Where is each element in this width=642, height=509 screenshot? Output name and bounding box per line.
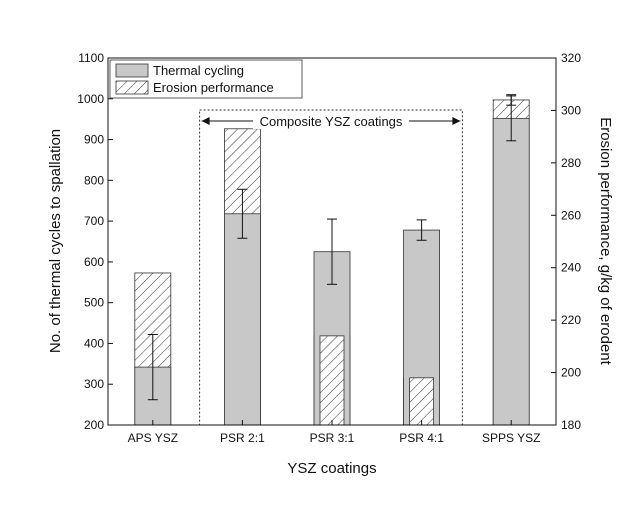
y-left-tick-label-0: 200: [84, 418, 104, 432]
y-left-tick-label-4: 600: [84, 255, 104, 269]
legend-label-thermal: Thermal cycling: [153, 63, 244, 78]
legend-label-erosion: Erosion performance: [153, 80, 274, 95]
composite-arrow-left-head: [201, 117, 210, 125]
y-left-tick-label-5: 700: [84, 214, 104, 228]
y-right-tick-label-4: 260: [561, 208, 581, 222]
y-left-tick-label-2: 400: [84, 336, 104, 350]
error-bars-layer: [147, 94, 517, 401]
y-left-tick-label-3: 500: [84, 296, 104, 310]
y-left-tick-label-6: 800: [84, 173, 104, 187]
composite-arrow-right-head: [452, 117, 461, 125]
y-right-tick-label-0: 180: [561, 418, 581, 432]
axes-layer: 200 300 400 500 600 700 800 900 1000 1100 180 200 22…: [77, 51, 581, 445]
legend: Thermal cycling Erosion performance: [109, 59, 303, 99]
x-tick-label-1: PSR 2:1: [220, 431, 265, 445]
legend-swatch-thermal: [115, 63, 149, 78]
composite-label: Composite YSZ coatings: [260, 114, 403, 129]
bars-layer: [134, 99, 530, 426]
y-right-tick-label-7: 320: [561, 51, 581, 65]
y-right-tick-label-5: 280: [561, 156, 581, 170]
x-tick-label-3: PSR 4:1: [399, 431, 444, 445]
y-right-tick-label-6: 300: [561, 103, 581, 117]
y-left-tick-label-7: 900: [84, 133, 104, 147]
y-axis-left-title: No. of thermal cycles to spallation: [47, 129, 64, 353]
erosion-bar-inner-2: [319, 335, 345, 426]
thermal-bar-1: [223, 213, 261, 426]
x-tick-label-0: APS YSZ: [128, 431, 178, 445]
y-left-tick-label-9: 1100: [78, 51, 104, 65]
x-tick-label-2: PSR 3:1: [310, 431, 355, 445]
y-right-tick-label-3: 240: [561, 261, 581, 275]
thermal-bar-4: [492, 117, 530, 426]
legend-swatch-erosion: [115, 80, 149, 95]
x-tick-label-4: SPPS YSZ: [482, 431, 540, 445]
annotation-layer: Composite YSZ coatings: [199, 109, 463, 426]
x-axis-title: YSZ coatings: [287, 460, 376, 477]
composite-label-bg: [253, 112, 409, 129]
y-right-tick-label-2: 220: [561, 313, 581, 327]
erosion-bar-inner-3: [409, 377, 435, 426]
y-axis-right-title: Erosion performance, g/kg of erodent: [597, 117, 614, 365]
y-left-tick-label-1: 300: [84, 377, 104, 391]
y-left-tick-label-8: 1000: [77, 92, 104, 106]
y-right-tick-label-1: 200: [561, 366, 581, 380]
